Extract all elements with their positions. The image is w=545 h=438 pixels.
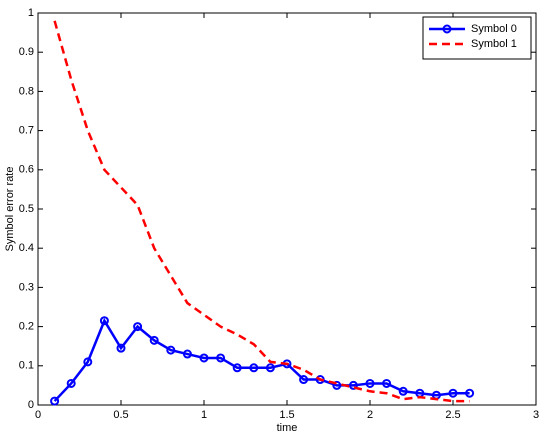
legend-box [422,16,532,60]
point-marker [398,386,408,396]
point-marker [116,343,126,353]
y-tick-label: 0.2 [19,321,34,333]
y-tick-label: 1 [28,7,34,19]
point-marker [133,322,143,332]
point-marker [182,349,192,359]
point-marker [465,388,475,398]
point-marker [83,357,93,367]
x-tick-label: 0 [35,409,41,421]
point-marker [299,375,309,385]
y-tick-label: 0.5 [19,203,34,215]
x-tick-label: 1.5 [279,409,294,421]
y-tick-label: 0 [28,399,34,411]
y-tick-label: 0.9 [19,46,34,58]
point-marker [365,378,375,388]
legend-label: Symbol 1 [471,38,517,50]
y-tick-label: 0.1 [19,360,34,372]
y-tick-label: 0.8 [19,85,34,97]
x-axis-label: time [277,422,298,434]
point-marker [348,380,358,390]
point-marker [50,396,60,406]
point-marker [265,363,275,373]
series-line [53,20,470,403]
x-tick-label: 0.5 [113,409,128,421]
y-tick-label: 0.3 [19,281,34,293]
point-marker [99,316,109,326]
point-marker [249,363,259,373]
point-marker [199,353,209,363]
plot-frame [37,12,537,406]
x-tick-label: 3 [533,409,539,421]
x-tick-label: 2 [367,409,373,421]
point-marker [448,388,458,398]
point-marker [216,353,226,363]
point-marker [332,380,342,390]
point-marker [382,378,392,388]
y-tick-label: 0.6 [19,164,34,176]
legend-label: Symbol 0 [471,23,517,35]
y-axis-label: Symbol error rate [4,167,16,252]
point-marker [166,345,176,355]
point-marker [149,335,159,345]
x-tick-label: 1 [201,409,207,421]
point-marker [232,363,242,373]
point-marker [66,378,76,388]
x-tick-label: 2.5 [445,409,460,421]
legend-marker [442,24,452,34]
y-tick-label: 0.7 [19,125,34,137]
y-tick-label: 0.4 [19,242,34,254]
